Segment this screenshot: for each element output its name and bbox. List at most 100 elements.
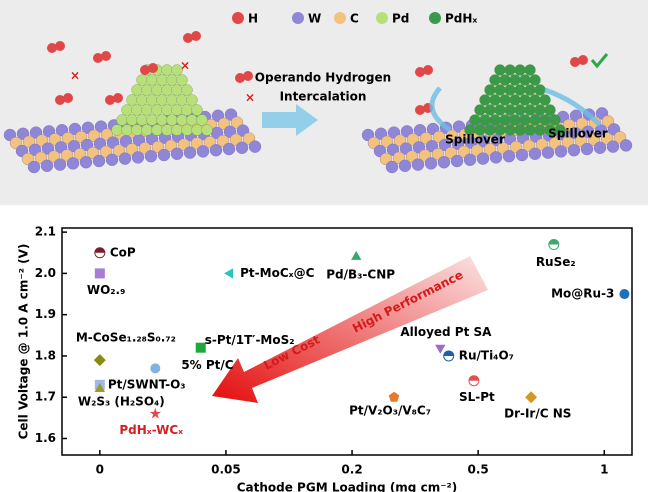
atom (519, 114, 531, 126)
atom (156, 74, 168, 86)
atom (136, 114, 148, 126)
atom (181, 104, 193, 116)
x-tick-label: 0.5 (468, 463, 489, 477)
atom (529, 94, 541, 106)
atom (484, 104, 496, 116)
point (443, 350, 455, 362)
atom (111, 124, 123, 136)
atom (514, 124, 526, 136)
chart: Low Cost High Performance 1.61.71.81.92.… (17, 225, 633, 492)
point-fill (94, 247, 105, 253)
atom (554, 124, 566, 136)
atom (93, 53, 103, 63)
atom (183, 146, 197, 159)
atom (126, 114, 138, 126)
atom (181, 84, 193, 96)
point-label: M-CoSe₁.₂₈S₀.₇₂ (76, 331, 176, 345)
point-label: Pt/V₂O₃/V₈C₇ (349, 404, 431, 418)
atom (578, 55, 588, 65)
atom (63, 93, 73, 103)
atom (529, 74, 541, 86)
x-tick-label: 0 (96, 463, 104, 477)
atom (146, 74, 158, 86)
atom (450, 154, 464, 168)
atom (539, 114, 551, 126)
atom (619, 139, 633, 152)
atom (121, 104, 133, 116)
atom (156, 94, 168, 106)
atom (580, 142, 594, 156)
atom (509, 94, 521, 106)
point-fill (548, 239, 559, 245)
y-axis-title: Cell Voltage @ 1.0 A cm⁻² (V) (17, 244, 31, 440)
atom (55, 41, 65, 51)
process-text: Operando Hydrogen (255, 71, 391, 85)
legend-label: W (308, 12, 321, 26)
atom (509, 114, 521, 126)
legend-swatch (292, 12, 304, 24)
point-label: Ru/Ti₄O₇ (459, 348, 514, 362)
illustration: H W C Pd PdHₓ × × × (3, 12, 633, 174)
trend-arrow (212, 256, 488, 403)
atom (146, 114, 158, 126)
legend-swatch (376, 12, 388, 24)
atom (47, 43, 57, 53)
legend-label: Pd (392, 12, 409, 26)
atom (141, 124, 153, 136)
atom (514, 64, 526, 76)
atom (411, 158, 425, 171)
atom (243, 71, 253, 81)
point-label: PdHₓ-WCₓ (119, 423, 183, 437)
atom (183, 33, 193, 43)
legend-swatch (334, 12, 346, 24)
atom (539, 94, 551, 106)
point (468, 375, 480, 387)
atom (519, 74, 531, 86)
atom (140, 65, 150, 75)
point-label: Pd/B₃-CNP (326, 267, 395, 281)
atom (53, 158, 67, 171)
atom (171, 84, 183, 96)
y-tick-label: 1.8 (35, 348, 56, 362)
point-label: 5% Pt/C (181, 358, 233, 372)
spillover-label: Spillover (548, 127, 608, 141)
point (435, 344, 446, 354)
atom (79, 156, 93, 169)
x-mark: × (70, 69, 80, 83)
atom (176, 74, 188, 86)
atom (504, 104, 516, 116)
x-axis-title: Cathode PGM Loading (mg cm⁻²) (237, 481, 458, 492)
point (525, 391, 538, 404)
point-label: CoP (110, 245, 136, 259)
plot-frame (61, 227, 633, 456)
x-tick-label: 0.05 (211, 463, 241, 477)
x-tick-label: 0.2 (341, 463, 362, 477)
atom (534, 84, 546, 96)
atom (476, 152, 490, 165)
atom (181, 124, 193, 136)
atom (479, 94, 491, 106)
atom (121, 124, 133, 136)
atom (191, 31, 201, 41)
atom (248, 140, 262, 153)
point (149, 407, 161, 419)
point (224, 268, 234, 279)
atom (484, 84, 496, 96)
atom (398, 159, 412, 172)
atom (524, 64, 536, 76)
atom (66, 157, 80, 170)
atom (176, 114, 188, 126)
atom (166, 94, 178, 106)
atom (489, 74, 501, 86)
atom (524, 104, 536, 116)
atom (544, 104, 556, 116)
atom (209, 144, 223, 157)
atom (136, 74, 148, 86)
atom (489, 114, 501, 126)
atom (176, 94, 188, 106)
atom (463, 153, 477, 166)
atom (141, 84, 153, 96)
atom (151, 84, 163, 96)
x-mark: × (180, 59, 190, 73)
